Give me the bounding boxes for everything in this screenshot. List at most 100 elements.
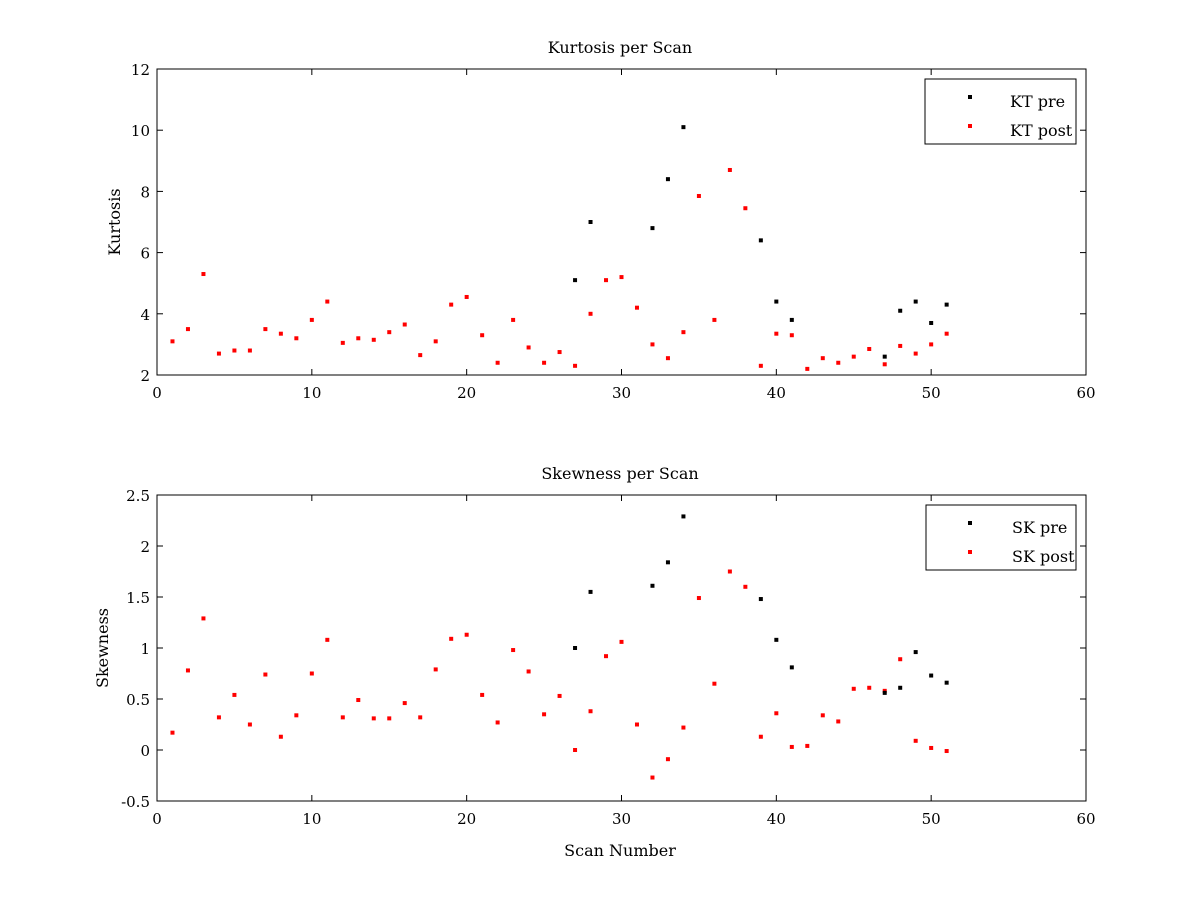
point-kt-post <box>542 360 547 365</box>
y-tick-label: 8 <box>140 183 150 201</box>
y-tick-label: 12 <box>131 61 150 79</box>
point-kt-post <box>402 322 407 327</box>
point-sk-post <box>495 720 500 725</box>
point-sk-post <box>216 715 221 720</box>
point-sk-post <box>526 669 531 674</box>
point-sk-post <box>913 738 918 743</box>
x-axis-label: Scan Number <box>564 841 676 860</box>
y-ticks: 2 4 6 8 10 12 <box>131 61 1086 385</box>
legend: SK pre SK post <box>925 504 1077 571</box>
point-sk-post <box>619 639 624 644</box>
point-kt-post <box>232 348 237 353</box>
point-kt-post <box>805 366 810 371</box>
point-sk-post <box>294 713 299 718</box>
point-kt-post <box>882 362 887 367</box>
point-kt-post <box>201 272 206 277</box>
point-sk-pre <box>588 589 593 594</box>
point-kt-post <box>867 346 872 351</box>
point-sk-post <box>944 749 949 754</box>
legend-label-kt-post: KT post <box>1010 121 1073 140</box>
point-kt-post <box>913 351 918 356</box>
y-tick-label: 4 <box>140 306 150 324</box>
y-tick-label: 6 <box>140 245 150 263</box>
point-sk-post <box>278 734 283 739</box>
point-sk-post <box>929 745 934 750</box>
y-tick-label: 2 <box>140 367 150 385</box>
point-sk-post <box>542 712 547 717</box>
point-sk-post <box>340 715 345 720</box>
point-sk-post <box>743 584 748 589</box>
point-kt-post <box>511 317 516 322</box>
point-kt-post <box>170 339 175 344</box>
point-kt-post <box>387 330 392 335</box>
point-sk-post <box>480 692 485 697</box>
point-kt-pre <box>913 299 918 304</box>
point-kt-post <box>588 311 593 316</box>
y-tick-label: 2.5 <box>126 487 150 505</box>
legend-marker-sk-post <box>968 550 972 554</box>
point-kt-post <box>650 342 655 347</box>
point-sk-post <box>727 569 732 574</box>
point-sk-post <box>247 722 252 727</box>
point-sk-pre <box>650 583 655 588</box>
point-kt-post <box>278 331 283 336</box>
point-kt-post <box>185 327 190 332</box>
legend-label-kt-pre: KT pre <box>1010 92 1065 111</box>
point-kt-pre <box>681 125 686 130</box>
point-kt-pre <box>929 320 934 325</box>
point-sk-post <box>820 713 825 718</box>
y-tick-label: 0.5 <box>126 691 150 709</box>
point-sk-post <box>371 716 376 721</box>
point-sk-post <box>185 668 190 673</box>
point-sk-post <box>851 686 856 691</box>
x-tick-label: 20 <box>457 810 476 828</box>
point-sk-pre <box>913 650 918 655</box>
point-sk-pre <box>681 514 686 519</box>
point-sk-post <box>604 654 609 659</box>
point-kt-post <box>836 360 841 365</box>
point-sk-pre <box>665 560 670 565</box>
point-kt-pre <box>573 278 578 283</box>
point-kt-post <box>789 333 794 338</box>
point-sk-pre <box>898 685 903 690</box>
point-kt-pre <box>898 308 903 313</box>
y-tick-label: 1.5 <box>126 589 150 607</box>
point-kt-pre <box>944 302 949 307</box>
point-kt-post <box>557 350 562 355</box>
point-sk-post <box>774 711 779 716</box>
point-kt-post <box>418 353 423 358</box>
point-kt-post <box>929 342 934 347</box>
x-tick-label: 0 <box>152 810 162 828</box>
legend-box <box>925 504 1077 571</box>
point-kt-pre <box>588 220 593 224</box>
y-ticks: -0.5 0 0.5 1 1.5 2 2.5 <box>121 487 1086 811</box>
x-tick-label: 40 <box>767 810 786 828</box>
data-points <box>170 125 949 371</box>
point-kt-pre <box>665 177 670 182</box>
point-kt-post <box>464 294 469 299</box>
point-kt-pre <box>774 299 779 304</box>
point-sk-post <box>201 616 206 621</box>
point-sk-post <box>650 775 655 780</box>
point-sk-pre <box>774 637 779 642</box>
x-tick-label: 40 <box>767 384 786 402</box>
point-sk-post <box>449 636 454 641</box>
point-sk-post <box>898 657 903 662</box>
y-axis-label: Kurtosis <box>105 188 124 255</box>
point-sk-pre <box>758 597 763 602</box>
chart-title: Kurtosis per Scan <box>548 38 692 57</box>
legend: KT pre KT post <box>924 78 1077 145</box>
point-kt-post <box>820 356 825 361</box>
y-tick-label: -0.5 <box>121 793 150 811</box>
point-sk-post <box>387 716 392 721</box>
legend-label-sk-pre: SK pre <box>1012 518 1067 537</box>
point-kt-post <box>619 275 624 280</box>
point-kt-post <box>216 351 221 356</box>
kurtosis-plot: Kurtosis per Scan Kurtosis 0 10 20 30 40 50 60… <box>105 38 1096 402</box>
point-sk-post <box>712 681 717 686</box>
point-kt-pre <box>882 354 887 359</box>
point-kt-post <box>356 336 361 341</box>
point-kt-post <box>665 356 670 361</box>
point-kt-post <box>898 343 903 348</box>
